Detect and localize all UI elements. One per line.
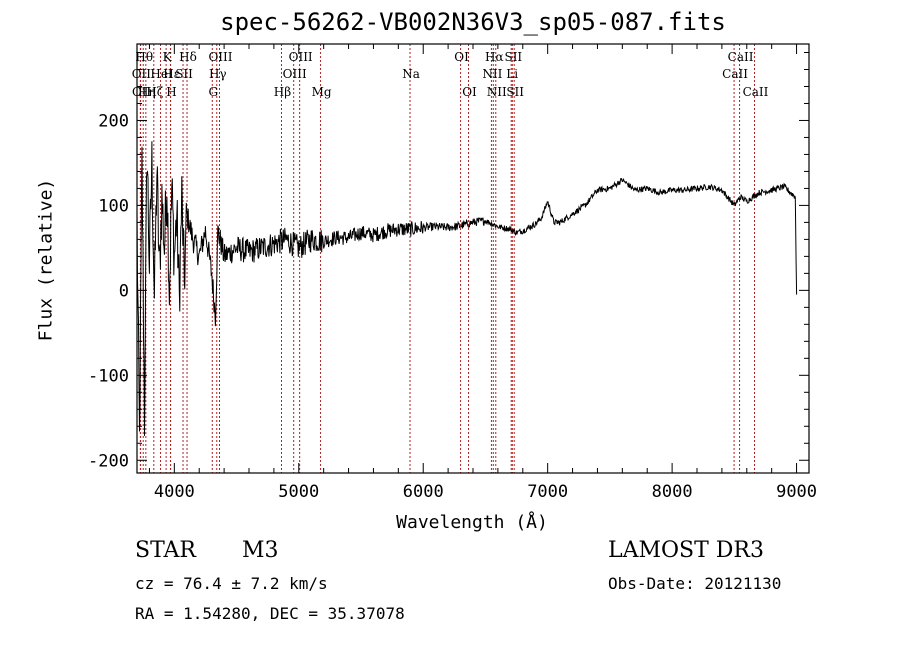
- x-tick-label: 9000: [776, 482, 817, 502]
- spectral-line-label: NII: [487, 85, 507, 99]
- spectral-line-label: OI: [454, 50, 469, 64]
- spectral-line-label: Li: [506, 67, 518, 81]
- spectral-line-label: Mg: [312, 85, 332, 99]
- spectral-line-label: OIII: [283, 67, 307, 81]
- spectral-line-label: Hα: [485, 50, 504, 64]
- y-tick-label: -200: [88, 451, 129, 471]
- x-tick-label: 5000: [278, 482, 319, 502]
- spectral-line-label: CaII: [722, 67, 748, 81]
- y-axis-label: Flux (relative): [35, 178, 57, 342]
- spectral-line-label: Hε: [163, 67, 180, 81]
- spectral-line-label: Hζ: [146, 85, 163, 99]
- spectral-line-label: OII: [132, 85, 152, 99]
- x-tick-label: 6000: [403, 482, 444, 502]
- spectral-line-label: HeI: [150, 67, 173, 81]
- spectral-line-label: Hδ: [179, 50, 197, 64]
- y-tick-label: 200: [98, 111, 129, 131]
- spectral-line-label: SII: [506, 85, 524, 99]
- x-tick-label: 4000: [154, 482, 195, 502]
- spectral-line-label: OII: [132, 67, 152, 81]
- x-tick-label: 7000: [527, 482, 568, 502]
- plot-frame: [136, 43, 810, 474]
- y-tick-label: -100: [88, 366, 129, 386]
- spectral-line-label: K: [163, 50, 173, 64]
- spectral-line-label: G: [208, 85, 218, 99]
- spectral-line-label: Hγ: [209, 67, 227, 81]
- spectral-line-label: OI: [462, 85, 477, 99]
- axes: 4000 5000 6000 7000 8000 9000 -200 -100 0 100 200: [88, 44, 817, 502]
- object-class: STAR: [135, 538, 196, 563]
- spectral-line-labels: OIIOIIHθHηHζHeIKHHεSIIHδGHγOIIIHβOIIIOII…: [132, 50, 769, 99]
- spectral-line-label: Na: [402, 67, 420, 81]
- redshift-velocity: cz = 76.4 ± 7.2 km/s: [135, 574, 328, 593]
- spectral-line-label: H: [166, 85, 176, 99]
- spectral-line-label: Hη: [138, 85, 156, 99]
- spectral-line-label: SII: [175, 67, 193, 81]
- spectrum-series: [136, 141, 798, 436]
- spectral-line-label: CaII: [743, 85, 769, 99]
- spectral-line-label: SII: [504, 50, 522, 64]
- y-tick-label: 0: [119, 281, 129, 301]
- spectral-line-label: CaII: [728, 50, 754, 64]
- survey-name: LAMOST DR3: [608, 538, 764, 563]
- spectral-line-label: OIII: [289, 50, 313, 64]
- object-subclass: M3: [242, 538, 279, 563]
- spectral-line-markers: [139, 44, 755, 473]
- spectral-line-label: NII: [482, 67, 502, 81]
- observation-date: Obs-Date: 20121130: [608, 574, 782, 593]
- x-tick-label: 8000: [652, 482, 693, 502]
- spectral-line-label: OIII: [208, 50, 232, 64]
- spectral-line-label: Hβ: [274, 85, 291, 99]
- flux-line: [136, 141, 798, 436]
- y-tick-label: 100: [98, 196, 129, 216]
- spectral-line-label: Hθ: [135, 50, 153, 64]
- chart-title: spec-56262-VB002N36V3_sp05-087.fits: [220, 8, 726, 36]
- coordinates: RA = 1.54280, DEC = 35.37078: [135, 604, 405, 623]
- x-axis-label: Wavelength (Å): [396, 512, 548, 533]
